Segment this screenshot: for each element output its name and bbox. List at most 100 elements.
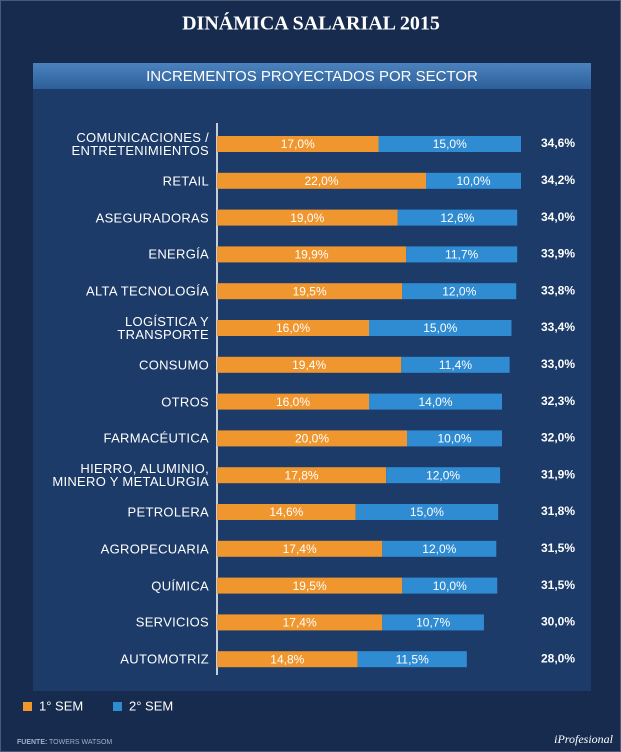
legend-label: 2° SEM: [129, 698, 173, 713]
panel-header: [33, 63, 591, 89]
value-label: 14,8%: [270, 652, 304, 666]
bar-segment: [217, 283, 403, 300]
bar-segment: [407, 430, 502, 447]
bar-segment: [217, 467, 387, 484]
bar-segment: [217, 246, 407, 263]
bar-segment: [217, 504, 356, 520]
bar-segment: [217, 393, 369, 410]
value-label: 19,0%: [290, 211, 324, 225]
bar-segment: [401, 356, 510, 373]
bar-segment: [357, 651, 467, 668]
category-label: ALTA TECNOLOGÍA: [86, 283, 209, 299]
bar-segment: [217, 430, 407, 447]
bar-segment: [382, 614, 484, 631]
source-name: TOWERS WATSOM: [49, 739, 112, 746]
value-label: 14,6%: [269, 505, 303, 519]
value-label: 19,9%: [295, 248, 329, 262]
value-label: 17,0%: [281, 137, 315, 151]
category-label: OTROS: [161, 394, 209, 410]
bar-segment: [402, 283, 517, 300]
value-label: 15,0%: [433, 137, 467, 151]
bar-segment: [217, 356, 402, 373]
bar-segment: [386, 467, 501, 484]
total-label: 31,9%: [541, 467, 575, 481]
category-label: ENERGÍA: [148, 246, 209, 262]
total-label: 31,8%: [541, 504, 575, 518]
value-label: 15,0%: [410, 505, 444, 519]
total-label: 34,2%: [541, 173, 575, 187]
total-label: 34,6%: [541, 136, 575, 150]
bar-segment: [426, 172, 521, 189]
value-label: 17,4%: [283, 616, 317, 630]
value-label: 16,0%: [276, 321, 310, 335]
value-label: 10,0%: [437, 432, 471, 446]
source-label: FUENTE:: [17, 739, 47, 746]
value-label: 22,0%: [304, 174, 338, 188]
chart-subtitle: INCREMENTOS PROYECTADOS POR SECTOR: [146, 68, 478, 85]
value-label: 15,0%: [423, 321, 457, 335]
bar-segment: [402, 577, 498, 594]
category-label: LOGÍSTICA Y TRANSPORTE: [117, 314, 209, 342]
value-label: 17,4%: [283, 542, 317, 556]
total-label: 30,0%: [541, 615, 575, 629]
value-label: 14,0%: [418, 395, 452, 409]
chart-title: DINÁMICA SALARIAL 2015: [182, 12, 440, 35]
value-label: 10,0%: [456, 174, 490, 188]
category-label: ASEGURADORAS: [95, 210, 209, 226]
bar-segment: [217, 172, 426, 189]
value-label: 19,4%: [292, 358, 326, 372]
bar-segment: [217, 209, 398, 226]
total-label: 33,9%: [541, 247, 575, 261]
total-label: 31,5%: [541, 541, 575, 555]
bar-segment: [355, 504, 499, 520]
value-label: 19,5%: [293, 579, 327, 593]
category-label: HIERRO, ALUMINIO, MINERO Y METALURGIA: [52, 461, 209, 490]
value-label: 12,0%: [442, 284, 476, 298]
total-label: 32,3%: [541, 394, 575, 408]
bar-segment: [397, 209, 518, 226]
value-label: 12,0%: [426, 468, 460, 482]
value-label: 10,7%: [416, 616, 450, 630]
value-label: 17,8%: [285, 468, 319, 482]
bar-segment: [217, 540, 383, 557]
bar-segment: [217, 614, 383, 631]
category-label: FARMACÉUTICA: [103, 430, 209, 446]
value-label: 12,0%: [422, 542, 456, 556]
category-label: PETROLERA: [127, 504, 209, 520]
bar-segment: [369, 393, 502, 410]
value-label: 10,0%: [433, 579, 467, 593]
value-label: 16,0%: [276, 395, 310, 409]
value-label: 12,6%: [440, 211, 474, 225]
category-label: AUTOMOTRIZ: [120, 651, 209, 667]
total-label: 33,4%: [541, 320, 575, 334]
total-label: 33,8%: [541, 283, 575, 297]
bar-segment: [406, 246, 518, 263]
total-label: 31,5%: [541, 578, 575, 592]
category-label: COMUNICACIONES / ENTRETENIMIENTOS: [71, 130, 209, 158]
legend-swatch: [23, 702, 32, 711]
bar-segment: [217, 136, 379, 152]
total-label: 32,0%: [541, 431, 575, 445]
value-label: 11,7%: [445, 248, 478, 262]
legend-label: 1° SEM: [39, 698, 83, 713]
total-label: 28,0%: [541, 651, 575, 665]
value-label: 11,4%: [439, 358, 472, 372]
value-label: 19,5%: [293, 284, 327, 298]
total-label: 33,0%: [541, 357, 575, 371]
bar-segment: [217, 651, 358, 668]
bar-segment: [382, 540, 497, 557]
category-label: CONSUMO: [139, 357, 209, 373]
value-label: 20,0%: [295, 432, 329, 446]
category-label: AGROPECUARIA: [100, 541, 209, 557]
total-label: 34,0%: [541, 210, 575, 224]
category-label: QUÍMICA: [151, 578, 209, 594]
brand: iProfesional: [554, 732, 614, 746]
bar-segment: [369, 320, 512, 336]
bar-segment: [378, 136, 521, 152]
bar-segment: [217, 320, 369, 336]
category-label: RETAIL: [162, 173, 209, 189]
bar-segment: [217, 577, 403, 594]
legend-swatch: [113, 702, 122, 711]
